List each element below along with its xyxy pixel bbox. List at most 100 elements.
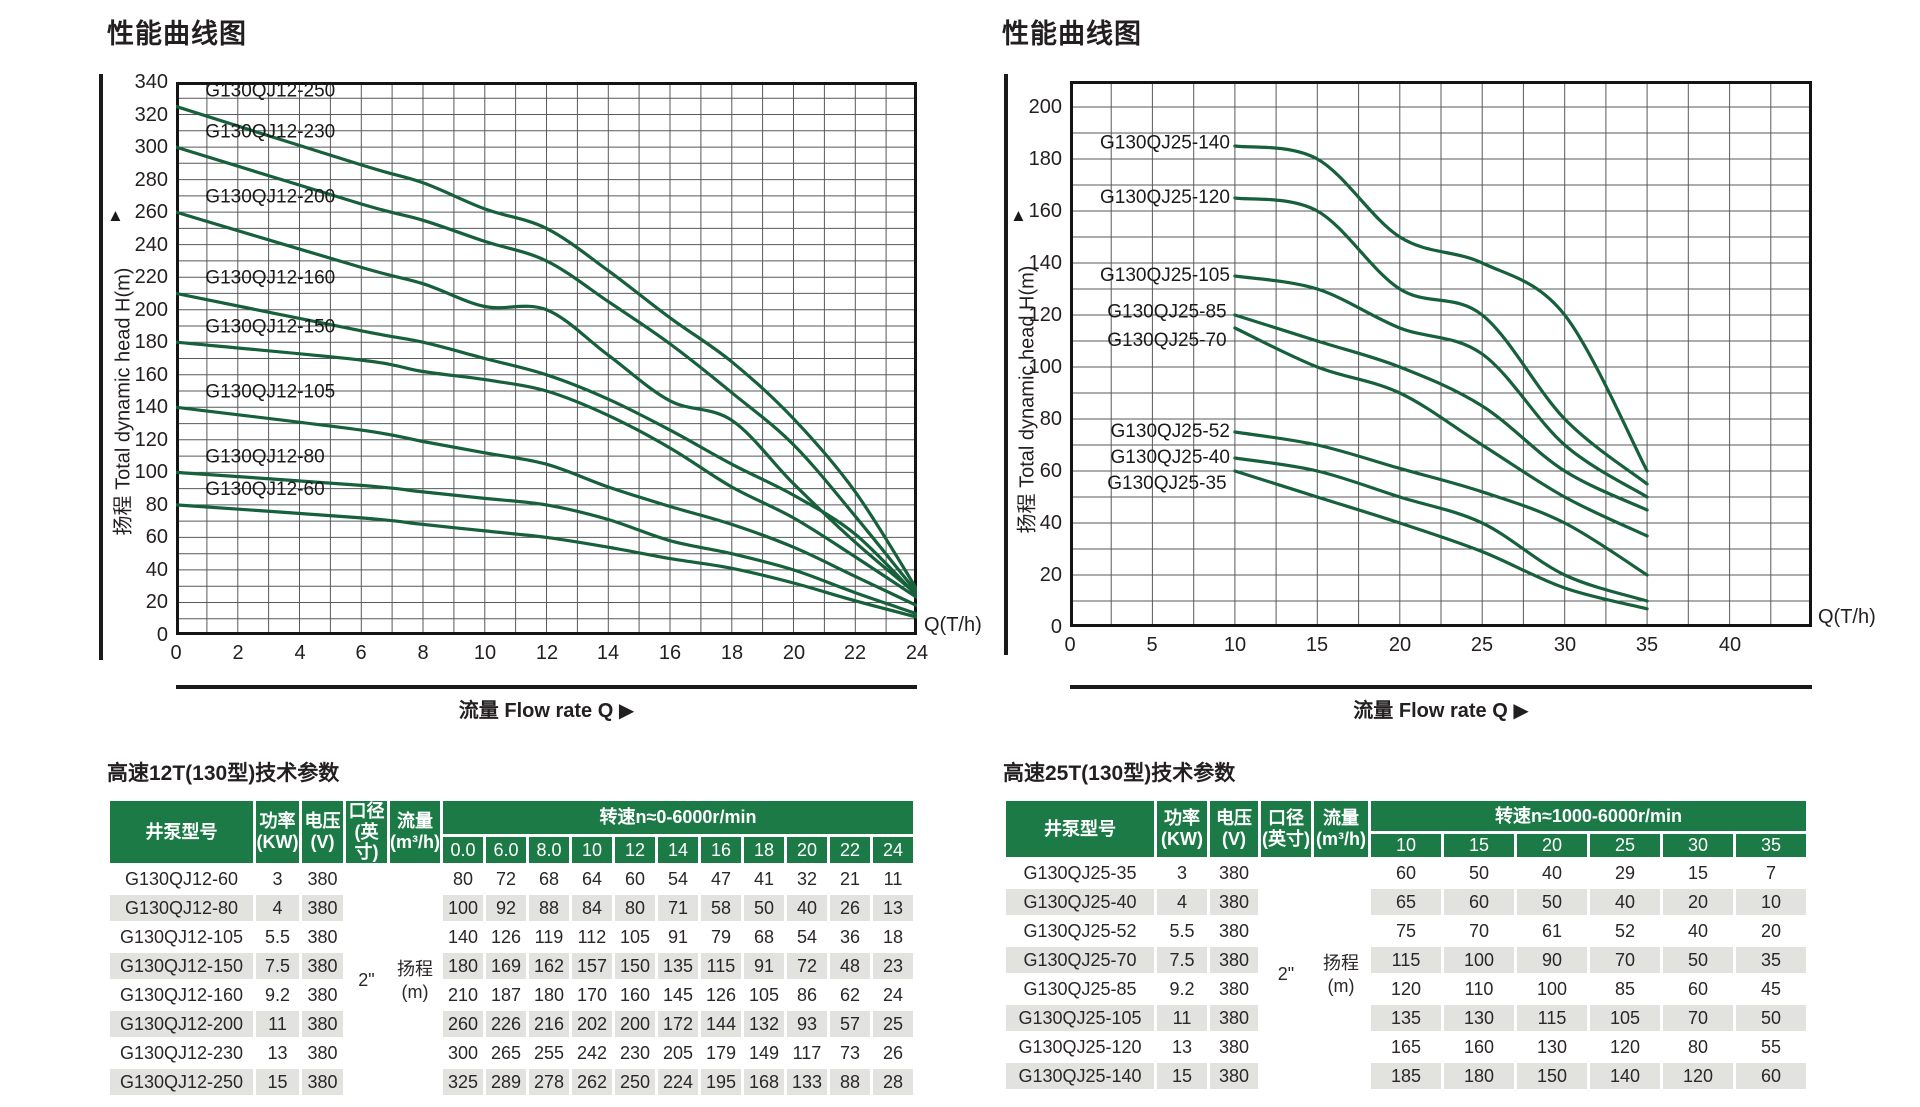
y-tick-label: 320: [134, 104, 168, 126]
cell-voltage: 380: [307, 926, 338, 947]
cell-head-value: 242: [576, 1042, 607, 1063]
cell-head-value: 230: [619, 1042, 650, 1063]
x-unit-label: Q(T/h): [924, 614, 982, 636]
cell-power: 5.5: [264, 926, 291, 947]
table-row: G130QJ12-60 3 380 2" 扬程 (m) 80 72 68 64 60 54 47 41 32…: [110, 866, 913, 1096]
cell-head-value: 179: [705, 1042, 736, 1063]
cell-head-value: 47: [710, 868, 731, 889]
cell-head-value: 200: [614, 1011, 655, 1038]
cell-head-value: 32: [796, 868, 817, 889]
x-tick-label: 20: [1388, 634, 1412, 656]
plot-svg: G130QJ12-250 G130QJ12-230 G130QJ12-200 G130…: [176, 82, 917, 635]
x-tick-label: 18: [720, 642, 744, 664]
cell-voltage: 380: [302, 895, 343, 922]
x-tick-label: 0: [170, 642, 182, 664]
x-axis-line: [1070, 685, 1812, 689]
cell-model: G130QJ25-105: [1006, 1005, 1154, 1031]
cell-head-value: 68: [538, 868, 559, 889]
cell-head-value: 140: [1590, 1063, 1660, 1089]
cell-head-value: 28: [872, 1069, 913, 1096]
table-row: G130QJ25-140 15 380 185 180 150 140 120 60: [1006, 1063, 1806, 1089]
cell-head-value: 216: [528, 1011, 569, 1038]
cell-head-value: 90: [1517, 947, 1587, 973]
cell-power: 4: [1157, 889, 1207, 915]
cell-head-value: 84: [571, 895, 612, 922]
cell-head-value: 80: [614, 895, 655, 922]
pump-curve: [1233, 196, 1649, 486]
cell-head-value: 36: [839, 926, 860, 947]
cell-head-value: 110: [1464, 978, 1494, 999]
cell-head-value: 50: [1517, 889, 1587, 915]
cell-head-value: 91: [667, 926, 688, 947]
right-chart-title: 性能曲线图: [1002, 19, 1142, 49]
cell-head-value: 70: [1468, 920, 1490, 941]
cell-head-value: 71: [657, 895, 698, 922]
y-axis-arrow-icon: ▲: [107, 206, 124, 225]
y-tick-label: 140: [1028, 252, 1062, 274]
col-header-flow: 流量 (m³/h): [390, 801, 440, 864]
cell-head-value: 126: [490, 926, 521, 947]
cell-head-value: 144: [700, 1011, 741, 1038]
cell-head-value: 157: [571, 953, 612, 980]
pump-curve: [176, 405, 917, 608]
y-axis-arrow-icon: ▲: [1010, 206, 1027, 225]
x-tick-label: 8: [417, 642, 429, 664]
table-row: G130QJ25-52 5.5 380 75 70 61 52 40 20: [1006, 918, 1806, 944]
x-tick-label: 12: [535, 642, 559, 664]
cell-head-value: 65: [1371, 889, 1441, 915]
pump-curve: [1233, 430, 1649, 577]
spec-table: 井泵型号 功率 (KW) 电压 (V) 口径 (英寸) 流量 (m³/h) 转速n≈1000-60…: [1003, 798, 1809, 1092]
cell-head-value: 289: [485, 1069, 526, 1096]
cell-head-value: 120: [1390, 978, 1422, 999]
y-axis-title: 扬程 Total dynamic head H(m): [1016, 265, 1039, 534]
cell-head-value: 112: [577, 926, 607, 947]
cell-head-value: 11: [883, 868, 903, 889]
table-row: G130QJ12-150 7.5 380 180 169 162 157 150 135 115 9…: [110, 953, 913, 980]
y-tick-label: 300: [134, 136, 168, 158]
grid-lines: [1070, 81, 1812, 627]
cell-head-value: 278: [528, 1069, 569, 1096]
cell-head-value: 187: [490, 984, 521, 1005]
y-tick-label: 20: [145, 591, 168, 613]
y-tick-label: 160: [1028, 200, 1062, 222]
cell-head-value: 24: [882, 984, 903, 1005]
table-row: G130QJ12-230 13 380 300 265 255 242 230 205 179 14…: [110, 1040, 913, 1066]
col-header-diameter: 口径 (英寸): [1261, 801, 1311, 857]
cell-voltage: 380: [307, 984, 338, 1005]
cell-head-value: 54: [667, 868, 688, 889]
cell-power: 4: [256, 895, 299, 922]
table-row: G130QJ25-35 3 380 2" 扬程 (m) 60 50 40 29 15 7: [1006, 860, 1806, 1089]
table-row: G130QJ12-105 5.5 380 140 126 119 112 105 91 79 68 5…: [110, 924, 913, 950]
curve-label: G130QJ25-85: [1107, 301, 1226, 322]
cell-head-value: 72: [786, 953, 827, 980]
cell-model: G130QJ12-80: [110, 895, 253, 922]
cell-diameter-span: 2": [346, 866, 387, 1096]
x-tick-label: 10: [473, 642, 497, 664]
pump-curve: [1233, 144, 1649, 473]
cell-head-value: 115: [1371, 947, 1441, 973]
cell-model: G130QJ25-120: [1018, 1036, 1142, 1057]
cell-head-value: 255: [533, 1042, 564, 1063]
cell-head-value: 210: [447, 984, 478, 1005]
col-header-power: 功率 (KW): [1157, 801, 1207, 857]
cell-model: G130QJ12-200: [110, 1011, 253, 1038]
y-tick-label: 80: [1039, 408, 1062, 430]
cell-head-value: 40: [786, 895, 827, 922]
pump-curve: [1233, 456, 1649, 603]
cell-model: G130QJ12-150: [110, 953, 253, 980]
col-header-speed: 25: [1590, 834, 1660, 857]
cell-head-value: 170: [576, 984, 607, 1005]
cell-head-value: 13: [872, 895, 913, 922]
cell-head-value: 224: [657, 1069, 698, 1096]
curve-label: G130QJ12-105: [205, 382, 335, 403]
cell-voltage: 380: [1218, 862, 1250, 883]
cell-voltage: 380: [302, 953, 343, 980]
cell-head-value: 75: [1395, 920, 1417, 941]
cell-head-value: 85: [1614, 978, 1636, 999]
curve-label: G130QJ25-52: [1111, 421, 1230, 442]
cell-head-value: 300: [447, 1042, 478, 1063]
pump-curve: [1233, 326, 1649, 538]
col-header-speed-group: 转速n≈1000-6000r/min: [1371, 801, 1806, 831]
cell-head-value: 117: [792, 1042, 822, 1063]
cell-model: G130QJ25-52: [1023, 920, 1137, 941]
